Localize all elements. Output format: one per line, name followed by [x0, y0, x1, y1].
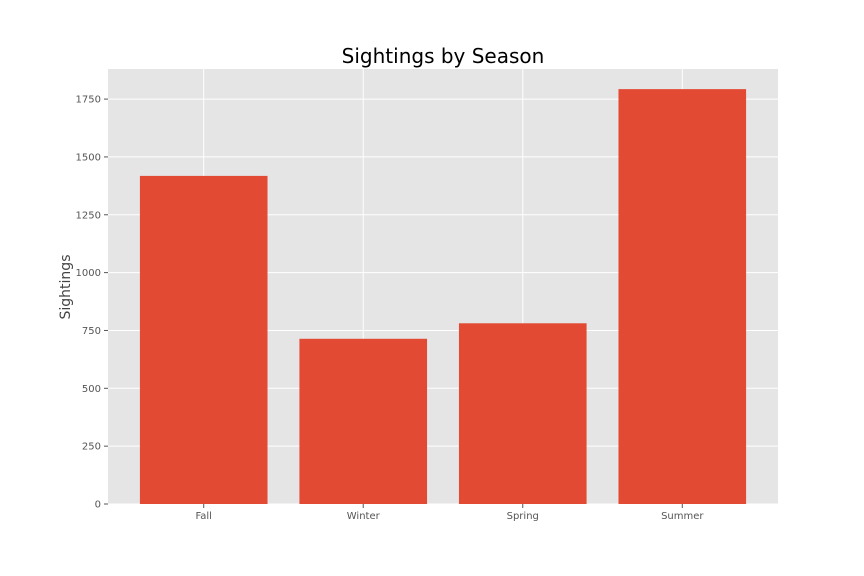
x-tick-label: Summer: [661, 511, 704, 522]
y-tick-label: 1500: [76, 152, 101, 163]
x-axis-ticks: Fall Winter Spring Summer: [195, 504, 704, 522]
x-tick-label: Fall: [195, 511, 212, 522]
bar-fall: [139, 175, 268, 505]
x-tick-label: Winter: [347, 511, 381, 522]
chart-title: Sightings by Season: [342, 44, 545, 68]
y-tick-label: 500: [82, 384, 101, 395]
bars: [139, 89, 747, 505]
bar-spring: [458, 323, 587, 504]
y-tick-label: 250: [82, 442, 101, 453]
y-axis-ticks: 0 250 500 750 1000 1250 1500 1750: [76, 95, 108, 511]
y-tick-label: 0: [95, 500, 101, 511]
bar-winter: [299, 338, 428, 504]
bar-summer: [618, 89, 747, 505]
y-tick-label: 1250: [76, 210, 101, 221]
x-tick-label: Spring: [507, 511, 539, 522]
y-tick-label: 750: [82, 326, 101, 337]
y-tick-label: 1750: [76, 95, 101, 106]
y-tick-label: 1000: [76, 268, 101, 279]
y-axis-label: Sightings: [58, 255, 74, 320]
